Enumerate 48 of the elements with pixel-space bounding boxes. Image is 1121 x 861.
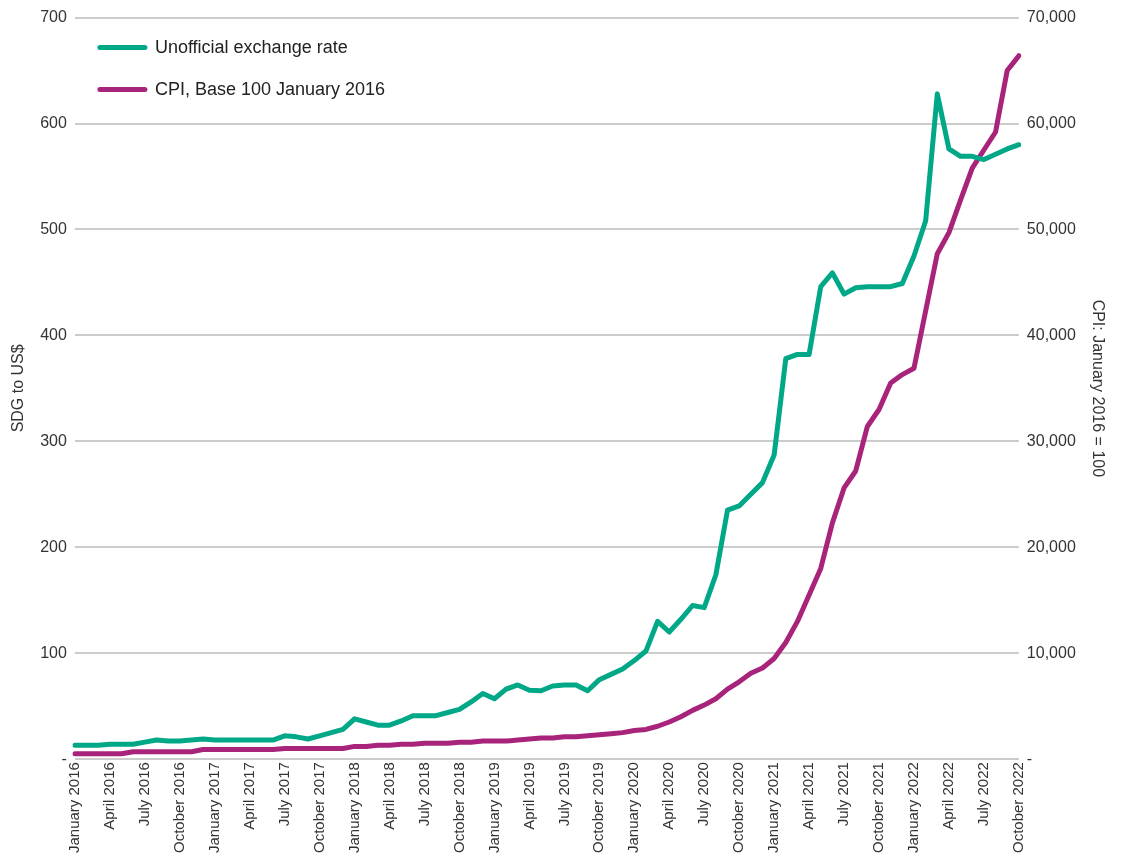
y-tick-label: 300 bbox=[40, 431, 67, 449]
x-tick-label: July 2021 bbox=[834, 762, 852, 827]
x-tick-label: April 2021 bbox=[799, 762, 817, 830]
y2-tick-label: 50,000 bbox=[1026, 219, 1076, 237]
y-tick-label: 200 bbox=[40, 537, 67, 555]
legend-label: Unofficial exchange rate bbox=[154, 36, 348, 57]
y2-tick-label: 60,000 bbox=[1026, 113, 1076, 131]
x-tick-label: April 2022 bbox=[939, 762, 957, 830]
y2-tick-label: 10,000 bbox=[1026, 643, 1076, 661]
x-tick-label: October 2018 bbox=[449, 762, 467, 854]
y-tick-label: 700 bbox=[40, 8, 67, 26]
y2-tick-label: 30,000 bbox=[1026, 431, 1076, 449]
x-tick-label: October 2019 bbox=[589, 762, 607, 854]
y2-axis-title: CPI: January 2016 = 100 bbox=[1089, 299, 1107, 478]
x-tick-label: July 2016 bbox=[134, 762, 152, 827]
y-tick-label: 600 bbox=[40, 113, 67, 131]
x-tick-label: October 2017 bbox=[309, 762, 327, 854]
x-tick-label: July 2018 bbox=[414, 762, 432, 827]
y2-tick-label: 70,000 bbox=[1026, 8, 1076, 26]
y-axis-title: SDG to US$ bbox=[9, 344, 27, 433]
x-tick-label: July 2022 bbox=[974, 762, 992, 827]
x-tick-label: October 2020 bbox=[729, 762, 747, 854]
x-tick-label: October 2016 bbox=[169, 762, 187, 854]
x-tick-label: April 2019 bbox=[519, 762, 537, 830]
x-tick-label: January 2017 bbox=[204, 762, 222, 854]
x-tick-label: April 2017 bbox=[239, 762, 257, 830]
x-tick-label: October 2022 bbox=[1009, 762, 1026, 854]
x-tick-label: January 2020 bbox=[624, 762, 642, 854]
x-tick-label: January 2016 bbox=[65, 762, 83, 854]
legend-label: CPI, Base 100 January 2016 bbox=[154, 78, 386, 99]
y-tick-label: - bbox=[61, 749, 67, 767]
x-tick-label: October 2021 bbox=[869, 762, 887, 854]
x-tick-label: July 2020 bbox=[694, 762, 712, 827]
y-tick-label: 100 bbox=[40, 643, 67, 661]
x-tick-label: January 2021 bbox=[764, 762, 782, 854]
x-tick-label: April 2016 bbox=[100, 762, 117, 830]
x-tick-label: January 2018 bbox=[344, 762, 362, 854]
x-tick-label: July 2017 bbox=[274, 762, 292, 827]
x-tick-label: January 2022 bbox=[904, 762, 922, 854]
y2-tick-label: - bbox=[1026, 749, 1033, 767]
y2-tick-label: 20,000 bbox=[1026, 537, 1076, 555]
x-tick-label: April 2020 bbox=[659, 762, 677, 830]
x-tick-label: July 2019 bbox=[554, 762, 572, 827]
y-tick-label: 500 bbox=[40, 219, 67, 237]
y-tick-label: 400 bbox=[40, 325, 67, 343]
x-tick-label: January 2019 bbox=[484, 762, 502, 854]
x-tick-label: April 2018 bbox=[379, 762, 397, 830]
y2-tick-label: 40,000 bbox=[1026, 325, 1076, 343]
